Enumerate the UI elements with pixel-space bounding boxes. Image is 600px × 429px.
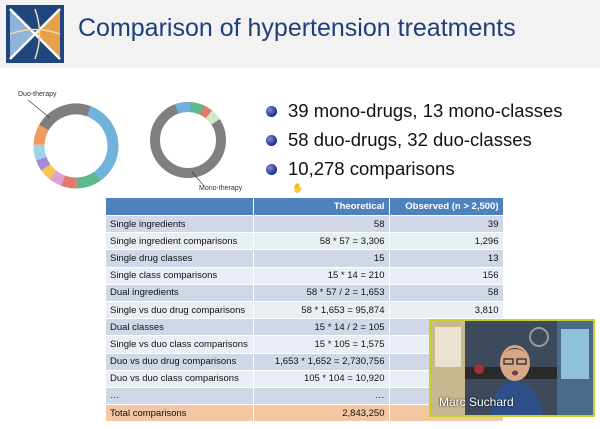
slide-header: Comparison of hypertension treatments (0, 0, 600, 68)
bullet-dot-icon (266, 106, 277, 117)
row-label: Dual ingredients (106, 283, 254, 302)
table-row: Dual ingredients 58 * 57 / 2 = 1,653 58 (106, 283, 504, 302)
row-label: Single ingredients (106, 214, 254, 233)
row-label: Duo vs duo class comparisons (106, 369, 254, 388)
donut-charts: Duo-therapy Mono-therapy (16, 88, 244, 198)
row-label: Single ingredient comparisons (106, 232, 254, 250)
table-row: Single ingredient comparisons 58 * 57 = … (106, 232, 504, 250)
row-label: Single class comparisons (106, 266, 254, 285)
presenter-name: Marc Suchard (439, 395, 514, 409)
hand-cursor-icon: ✋ (292, 183, 304, 193)
ohdsi-logo-icon (6, 5, 64, 63)
header-cell: Observed (n > 2,500) (389, 198, 504, 216)
row-label: Dual classes (106, 318, 254, 336)
bullet-text: 58 duo-drugs, 32 duo-classes (288, 129, 532, 150)
observed-cell: 13 (389, 249, 504, 268)
bullet-item: 10,278 comparisons (266, 158, 563, 187)
mono-therapy-label: Mono-therapy (199, 185, 243, 192)
theoretical-cell: 1,653 * 1,652 = 2,730,756 (253, 352, 390, 371)
table-row: Single vs duo drug comparisons 58 * 1,65… (106, 300, 504, 319)
row-label: Single drug classes (106, 249, 254, 268)
row-label: Duo vs duo drug comparisons (106, 352, 254, 371)
observed-cell: 39 (389, 214, 504, 233)
table-row: Single drug classes 15 13 (106, 249, 504, 268)
row-label: Single vs duo class comparisons (106, 335, 254, 353)
header-cell: Theoretical (253, 198, 390, 216)
table-row: Single ingredients 58 39 (106, 214, 504, 233)
table-row: … … (106, 386, 504, 405)
observed-cell: 3,810 (389, 300, 504, 319)
row-label: Total comparisons (106, 404, 254, 422)
row-label: … (106, 386, 254, 405)
slide-title: Comparison of hypertension treatments (78, 14, 516, 42)
table-row: Duo vs duo class comparisons 105 * 104 =… (106, 369, 504, 388)
observed-cell: 58 (389, 283, 504, 302)
bullet-dot-icon (266, 164, 277, 175)
duo-therapy-label: Duo-therapy (18, 91, 57, 98)
theoretical-cell: 15 (253, 249, 390, 268)
observed-cell: 1,296 (389, 232, 504, 250)
theoretical-cell: 2,843,250 (253, 404, 390, 422)
table-row: Single class comparisons 15 * 14 = 210 1… (106, 266, 504, 285)
observed-cell: 156 (389, 266, 504, 285)
bullet-item: 58 duo-drugs, 32 duo-classes (266, 129, 563, 158)
presenter-video[interactable]: Marc Suchard (429, 319, 595, 417)
bullet-text: 39 mono-drugs, 13 mono-classes (288, 100, 563, 121)
theoretical-cell: 15 * 105 = 1,575 (253, 335, 390, 353)
theoretical-cell: 105 * 104 = 10,920 (253, 369, 390, 388)
bullet-dot-icon (266, 135, 277, 146)
theoretical-cell: 15 * 14 / 2 = 105 (253, 318, 390, 336)
bullet-list: 39 mono-drugs, 13 mono-classes 58 duo-dr… (266, 100, 563, 187)
theoretical-cell: 58 * 57 = 3,306 (253, 232, 390, 250)
theoretical-cell: 58 * 1,653 = 95,874 (253, 300, 390, 319)
theoretical-cell: 15 * 14 = 210 (253, 266, 390, 285)
header-cell (106, 198, 254, 216)
theoretical-cell: 58 * 57 / 2 = 1,653 (253, 283, 390, 302)
donut-svg (27, 99, 226, 189)
theoretical-cell: 58 (253, 214, 390, 233)
bullet-item: 39 mono-drugs, 13 mono-classes (266, 100, 563, 129)
bullet-text: 10,278 comparisons (288, 158, 455, 179)
presenter-video-frame (431, 321, 593, 415)
theoretical-cell: … (253, 386, 390, 405)
table-header-row: Theoretical Observed (n > 2,500) (106, 198, 504, 216)
row-label: Single vs duo drug comparisons (106, 300, 254, 319)
